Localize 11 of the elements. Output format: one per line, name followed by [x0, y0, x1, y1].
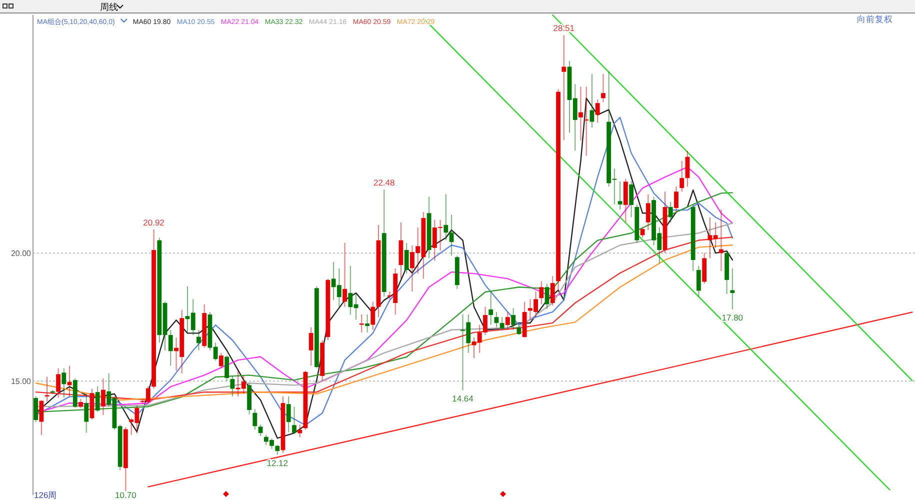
y-tick-label: 20.00 [10, 249, 32, 258]
annotation: 17.80 [722, 312, 744, 322]
chart-title: 周线 [100, 2, 118, 12]
annotation: 向前复权 [857, 14, 893, 24]
annotation: 126周 [34, 490, 58, 500]
annotation: 10.70 [115, 490, 137, 500]
annotation: 22.48 [373, 178, 396, 188]
y-tick-label: 15.00 [10, 377, 32, 386]
annotation: 14.64 [452, 393, 474, 404]
annotation: 20.92 [143, 218, 165, 228]
annotation: 12.12 [266, 458, 288, 468]
